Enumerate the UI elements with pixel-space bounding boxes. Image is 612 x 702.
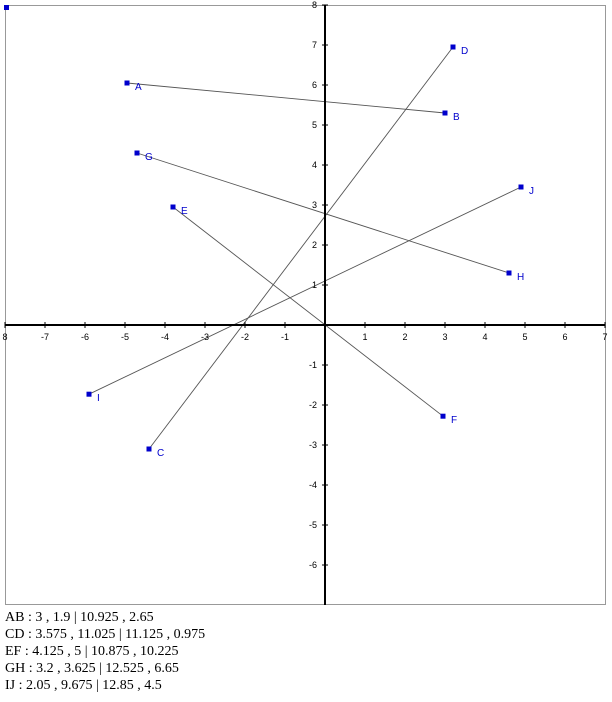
- x-tick-label: -6: [81, 332, 89, 342]
- point-label-a: A: [135, 82, 142, 93]
- axes-layer: [5, 5, 605, 605]
- point-label-d: D: [461, 46, 468, 57]
- corner-marker: [4, 5, 9, 10]
- point-f: [440, 413, 446, 419]
- point-a: [124, 80, 130, 86]
- y-tick-label: 5: [312, 120, 317, 130]
- y-tick-label: -2: [309, 400, 317, 410]
- y-tick-label: -4: [309, 480, 317, 490]
- point-c: [146, 446, 152, 452]
- point-j: [518, 184, 524, 190]
- y-tick-label: 8: [312, 0, 317, 10]
- point-label-j: J: [529, 186, 534, 197]
- x-tick-label: 7: [602, 332, 607, 342]
- x-tick-label: 3: [442, 332, 447, 342]
- segment-ef: [172, 206, 444, 417]
- x-tick-label: -7: [41, 332, 49, 342]
- point-h: [506, 270, 512, 276]
- point-g: [134, 150, 140, 156]
- point-label-f: F: [451, 415, 457, 426]
- readout-line-cd: CD : 3.575 , 11.025 | 11.125 , 0.975: [5, 627, 206, 642]
- point-d: [450, 44, 456, 50]
- x-tick-label: 4: [482, 332, 487, 342]
- x-tick-label: 6: [562, 332, 567, 342]
- y-tick-label: 1: [312, 280, 317, 290]
- point-label-i: I: [97, 393, 100, 404]
- y-tick-label: -5: [309, 520, 317, 530]
- point-label-e: E: [181, 206, 188, 217]
- y-tick-label: 7: [312, 40, 317, 50]
- x-tick-label: -3: [201, 332, 209, 342]
- readout-line-ab: AB : 3 , 1.9 | 10.925 , 2.65: [5, 610, 154, 625]
- readout-line-ef: EF : 4.125 , 5 | 10.875 , 10.225: [5, 644, 179, 659]
- coordinate-plane: 8 -7 -6 -5 -4 -3 -2 -1 1 2 3 4 5 6 7 8 7 6 5 4 3 2 1 -1 -2 -3 -4 -5…: [2, 0, 608, 605]
- segment-ab: [126, 82, 446, 114]
- segment-gh: [136, 152, 510, 274]
- x-tick-label: 5: [522, 332, 527, 342]
- y-tick-label: -6: [309, 560, 317, 570]
- segment-ij: [88, 186, 522, 395]
- segments-layer: [88, 46, 522, 450]
- readout-line-gh: GH : 3.2 , 3.625 | 12.525 , 6.65: [5, 661, 179, 676]
- x-tick-label: 2: [402, 332, 407, 342]
- readout-line-ij: IJ : 2.05 , 9.675 | 12.85 , 4.5: [5, 678, 162, 693]
- plot-frame: [5, 5, 606, 605]
- point-label-h: H: [517, 272, 524, 283]
- x-tick-label: -2: [241, 332, 249, 342]
- y-tick-label: 6: [312, 80, 317, 90]
- x-tick-label: -5: [121, 332, 129, 342]
- y-tick-label: -1: [309, 360, 317, 370]
- y-tick-label: 2: [312, 240, 317, 250]
- x-tick-label: 1: [362, 332, 367, 342]
- points-layer: A B C D E F G H I J: [86, 44, 534, 459]
- point-e: [170, 204, 176, 210]
- point-i: [86, 391, 92, 397]
- segment-readout: AB : 3 , 1.9 | 10.925 , 2.65 CD : 3.575 …: [5, 609, 205, 694]
- point-b: [442, 110, 448, 116]
- x-tick-label: -1: [281, 332, 289, 342]
- point-label-g: G: [145, 152, 153, 163]
- point-label-b: B: [453, 112, 460, 123]
- x-tick-label: -4: [161, 332, 169, 342]
- x-tick-label: 8: [2, 332, 7, 342]
- y-tick-label: 3: [312, 200, 317, 210]
- point-label-c: C: [157, 448, 164, 459]
- segment-cd: [148, 46, 454, 450]
- y-tick-label: 4: [312, 160, 317, 170]
- y-tick-label: -3: [309, 440, 317, 450]
- ticks-layer: 8 -7 -6 -5 -4 -3 -2 -1 1 2 3 4 5 6 7 8 7 6 5 4 3 2 1 -1 -2 -3 -4 -5…: [2, 0, 607, 570]
